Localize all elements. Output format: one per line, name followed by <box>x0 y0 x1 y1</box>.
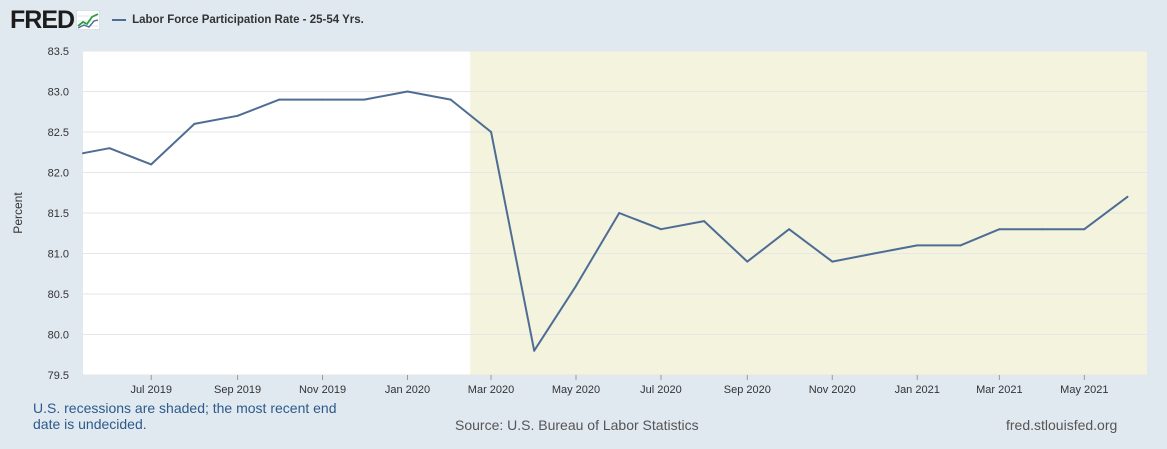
data-point[interactable] <box>1083 228 1086 231</box>
y-tick-label: 79.5 <box>48 370 69 382</box>
x-tick-label: Sep 2020 <box>724 384 771 396</box>
data-point[interactable] <box>193 122 196 125</box>
fred-logo-text: FRED <box>10 5 75 34</box>
data-points <box>82 90 1129 352</box>
y-tick-label: 83.5 <box>48 46 69 58</box>
source-label: Source: U.S. Bureau of Labor Statistics <box>455 417 699 433</box>
y-tick-label: 81.5 <box>48 208 69 220</box>
y-axis-label: Percent <box>11 192 25 234</box>
graph-icon <box>76 10 101 30</box>
data-point[interactable] <box>82 152 84 155</box>
x-axis-ticks: Jul 2019 Sep 2019 Nov 2019 Jan 2020 Mar 2020… <box>130 375 1108 396</box>
x-tick-label: Jan 2020 <box>385 384 430 396</box>
gridlines <box>83 50 1147 376</box>
data-point[interactable] <box>278 98 281 101</box>
data-point[interactable] <box>150 163 153 166</box>
data-point[interactable] <box>788 228 791 231</box>
recession-note: U.S. recessions are shaded; the most rec… <box>33 400 337 432</box>
data-point[interactable] <box>873 252 875 255</box>
data-point[interactable] <box>660 228 662 231</box>
data-point[interactable] <box>575 284 577 287</box>
data-point[interactable] <box>236 114 239 117</box>
data-point[interactable] <box>916 244 919 247</box>
fred-logo[interactable]: FRED <box>10 5 101 34</box>
x-tick-label: Jul 2019 <box>130 384 172 396</box>
data-point[interactable] <box>108 147 111 150</box>
site-link[interactable]: fred.stlouisfed.org <box>1006 417 1118 433</box>
data-point[interactable] <box>533 349 536 352</box>
data-point[interactable] <box>406 90 409 93</box>
data-point[interactable] <box>1126 195 1129 198</box>
x-tick-label: Jul 2020 <box>640 384 682 396</box>
chart-legend: Labor Force Participation Rate - 25-54 Y… <box>112 14 364 26</box>
data-point[interactable] <box>746 260 749 263</box>
legend-swatch <box>112 19 127 21</box>
y-tick-label: 83.0 <box>48 87 69 99</box>
x-tick-label: Sep 2019 <box>214 384 261 396</box>
data-point[interactable] <box>321 98 324 101</box>
x-tick-label: Nov 2020 <box>809 384 856 396</box>
legend-label: Labor Force Participation Rate - 25-54 Y… <box>132 14 364 26</box>
y-tick-label: 82.5 <box>48 127 69 139</box>
data-point[interactable] <box>959 244 962 247</box>
y-tick-label: 81.0 <box>48 249 69 261</box>
data-point[interactable] <box>618 212 621 214</box>
y-tick-label: 80.5 <box>48 289 69 301</box>
x-tick-label: Jan 2021 <box>895 384 940 396</box>
x-tick-label: Mar 2021 <box>976 384 1022 396</box>
data-point[interactable] <box>998 228 1001 231</box>
y-tick-label: 80.0 <box>48 330 69 342</box>
x-tick-label: May 2020 <box>552 384 600 396</box>
data-point[interactable] <box>1041 228 1044 231</box>
data-point[interactable] <box>490 131 493 133</box>
y-axis-ticks: 79.5 80.0 80.5 81.0 81.5 82.0 82.5 83.0 83.5 <box>48 46 69 382</box>
x-tick-label: Mar 2020 <box>468 384 514 396</box>
series-line <box>82 90 1129 352</box>
data-point[interactable] <box>363 98 366 101</box>
data-point[interactable] <box>703 220 706 223</box>
data-point[interactable] <box>831 260 834 263</box>
y-tick-label: 82.0 <box>48 168 69 180</box>
x-tick-label: Nov 2019 <box>299 384 346 396</box>
x-tick-label: May 2021 <box>1060 384 1108 396</box>
chart-header: FRED Labor Force Participation Rate - 25… <box>10 6 364 34</box>
data-point[interactable] <box>449 98 452 101</box>
